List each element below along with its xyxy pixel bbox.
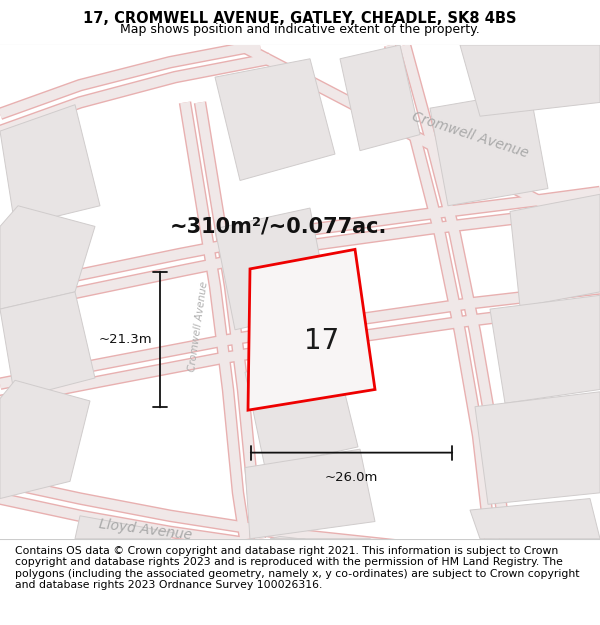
Polygon shape bbox=[430, 91, 548, 206]
Polygon shape bbox=[245, 449, 375, 539]
Polygon shape bbox=[248, 249, 375, 410]
Polygon shape bbox=[0, 105, 100, 226]
Text: 17: 17 bbox=[304, 327, 340, 355]
Polygon shape bbox=[470, 499, 600, 539]
Polygon shape bbox=[460, 45, 600, 116]
Text: ~310m²/~0.077ac.: ~310m²/~0.077ac. bbox=[170, 216, 388, 236]
Polygon shape bbox=[0, 380, 90, 499]
Polygon shape bbox=[0, 206, 95, 309]
Polygon shape bbox=[490, 296, 600, 403]
Polygon shape bbox=[270, 536, 380, 548]
Polygon shape bbox=[215, 208, 330, 330]
Text: Cromwell Avenue: Cromwell Avenue bbox=[187, 281, 209, 372]
Polygon shape bbox=[245, 352, 358, 468]
Text: Map shows position and indicative extent of the property.: Map shows position and indicative extent… bbox=[120, 23, 480, 36]
Polygon shape bbox=[510, 194, 600, 307]
Polygon shape bbox=[475, 392, 600, 504]
Polygon shape bbox=[0, 292, 95, 399]
Text: 17, CROMWELL AVENUE, GATLEY, CHEADLE, SK8 4BS: 17, CROMWELL AVENUE, GATLEY, CHEADLE, SK… bbox=[83, 11, 517, 26]
Text: Cromwell Avenue: Cromwell Avenue bbox=[410, 109, 530, 160]
Text: Lloyd Avenue: Lloyd Avenue bbox=[98, 517, 193, 542]
Text: Contains OS data © Crown copyright and database right 2021. This information is : Contains OS data © Crown copyright and d… bbox=[15, 546, 580, 591]
Polygon shape bbox=[215, 59, 335, 181]
Polygon shape bbox=[340, 45, 420, 151]
Text: ~21.3m: ~21.3m bbox=[98, 333, 152, 346]
Polygon shape bbox=[75, 516, 175, 539]
Text: ~26.0m: ~26.0m bbox=[325, 471, 378, 484]
